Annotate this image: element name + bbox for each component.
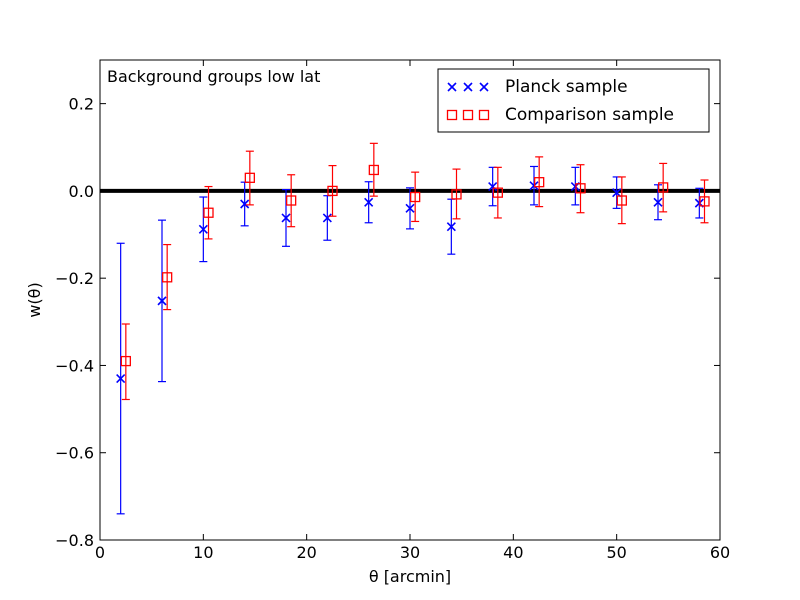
marker-stroke [446, 222, 456, 232]
marker-stroke [405, 203, 415, 213]
legend-marker-comparison [462, 109, 474, 121]
y-axis-label: w(θ) [25, 282, 44, 317]
data-point-comparison [203, 207, 214, 218]
marker-stroke [116, 373, 126, 384]
data-point-planck [446, 222, 456, 232]
data-point-comparison [162, 272, 173, 283]
data-point-comparison [327, 185, 338, 197]
data-point-planck [364, 197, 374, 207]
data-point-planck [281, 213, 291, 223]
data-point-planck [322, 213, 332, 223]
marker-stroke [653, 197, 663, 207]
marker-stroke [447, 82, 457, 92]
data-point-planck [529, 181, 539, 191]
marker-stroke [488, 181, 498, 192]
x-tick-label: 0 [95, 543, 105, 562]
data-point-planck [116, 373, 126, 384]
marker-stroke [612, 188, 622, 198]
marker-stroke [157, 296, 167, 306]
y-tick-label: −0.4 [55, 356, 94, 375]
marker-stroke [694, 198, 704, 208]
marker-stroke [529, 181, 539, 191]
y-tick-label: −0.6 [55, 444, 94, 463]
legend-marker-planck [447, 82, 457, 92]
legend-marker-planck [463, 82, 473, 92]
data-point-planck [488, 181, 498, 192]
legend-marker-comparison [478, 109, 490, 121]
annotation-text: Background groups low lat [107, 67, 320, 86]
data-point-comparison [451, 189, 462, 200]
plot-area-background [100, 60, 720, 540]
legend-label-comparison: Comparison sample [505, 105, 674, 125]
series-planck [116, 165, 704, 515]
x-axis-label: θ [arcmin] [369, 567, 451, 586]
x-tick-label: 10 [193, 543, 213, 562]
data-point-planck [653, 197, 663, 207]
marker-stroke [240, 199, 250, 209]
legend-marker-comparison [446, 109, 458, 121]
marker-stroke [281, 213, 291, 223]
plot-frame [99, 59, 721, 541]
ticks-layer: 0 10 20 30 40 50 60 −0.8 −0.6 −0.4 −0.2 0.0 0.2 [55, 60, 730, 562]
data-point-comparison [286, 195, 297, 206]
x-tick-label: 50 [606, 543, 626, 562]
legend-marker-planck [479, 82, 489, 92]
legend-label-planck: Planck sample [505, 77, 628, 97]
data-point-comparison [244, 172, 255, 183]
series-comparison [120, 142, 710, 401]
marker-stroke [364, 197, 374, 207]
y-tick-label: −0.2 [55, 269, 94, 288]
legend-frame [437, 68, 710, 133]
data-point-planck [157, 296, 167, 306]
legend: Planck sample Comparison sample [437, 68, 710, 133]
data-point-planck [198, 224, 208, 234]
x-tick-label: 30 [400, 543, 420, 562]
data-point-comparison [575, 183, 586, 194]
marker-stroke [463, 82, 473, 92]
data-layer [116, 142, 710, 515]
x-tick-label: 20 [296, 543, 316, 562]
data-point-comparison [410, 191, 421, 203]
data-point-comparison [120, 355, 131, 367]
x-tick-label: 40 [503, 543, 523, 562]
data-point-comparison [534, 177, 545, 188]
y-tick-label: −0.8 [55, 531, 94, 550]
data-point-planck [405, 203, 415, 213]
data-point-planck [612, 188, 622, 198]
x-tick-label: 60 [710, 543, 730, 562]
data-point-comparison [658, 182, 669, 193]
data-point-comparison [368, 164, 379, 176]
marker-stroke [322, 213, 332, 223]
y-tick-label: 0.0 [69, 182, 94, 201]
legend-markers [446, 82, 490, 121]
data-point-planck [240, 199, 250, 209]
y-tick-label: 0.2 [69, 95, 94, 114]
marker-stroke [479, 82, 489, 92]
data-point-comparison [492, 187, 503, 198]
marker-stroke [198, 224, 208, 234]
data-point-comparison [616, 195, 627, 206]
data-point-comparison [699, 196, 710, 207]
